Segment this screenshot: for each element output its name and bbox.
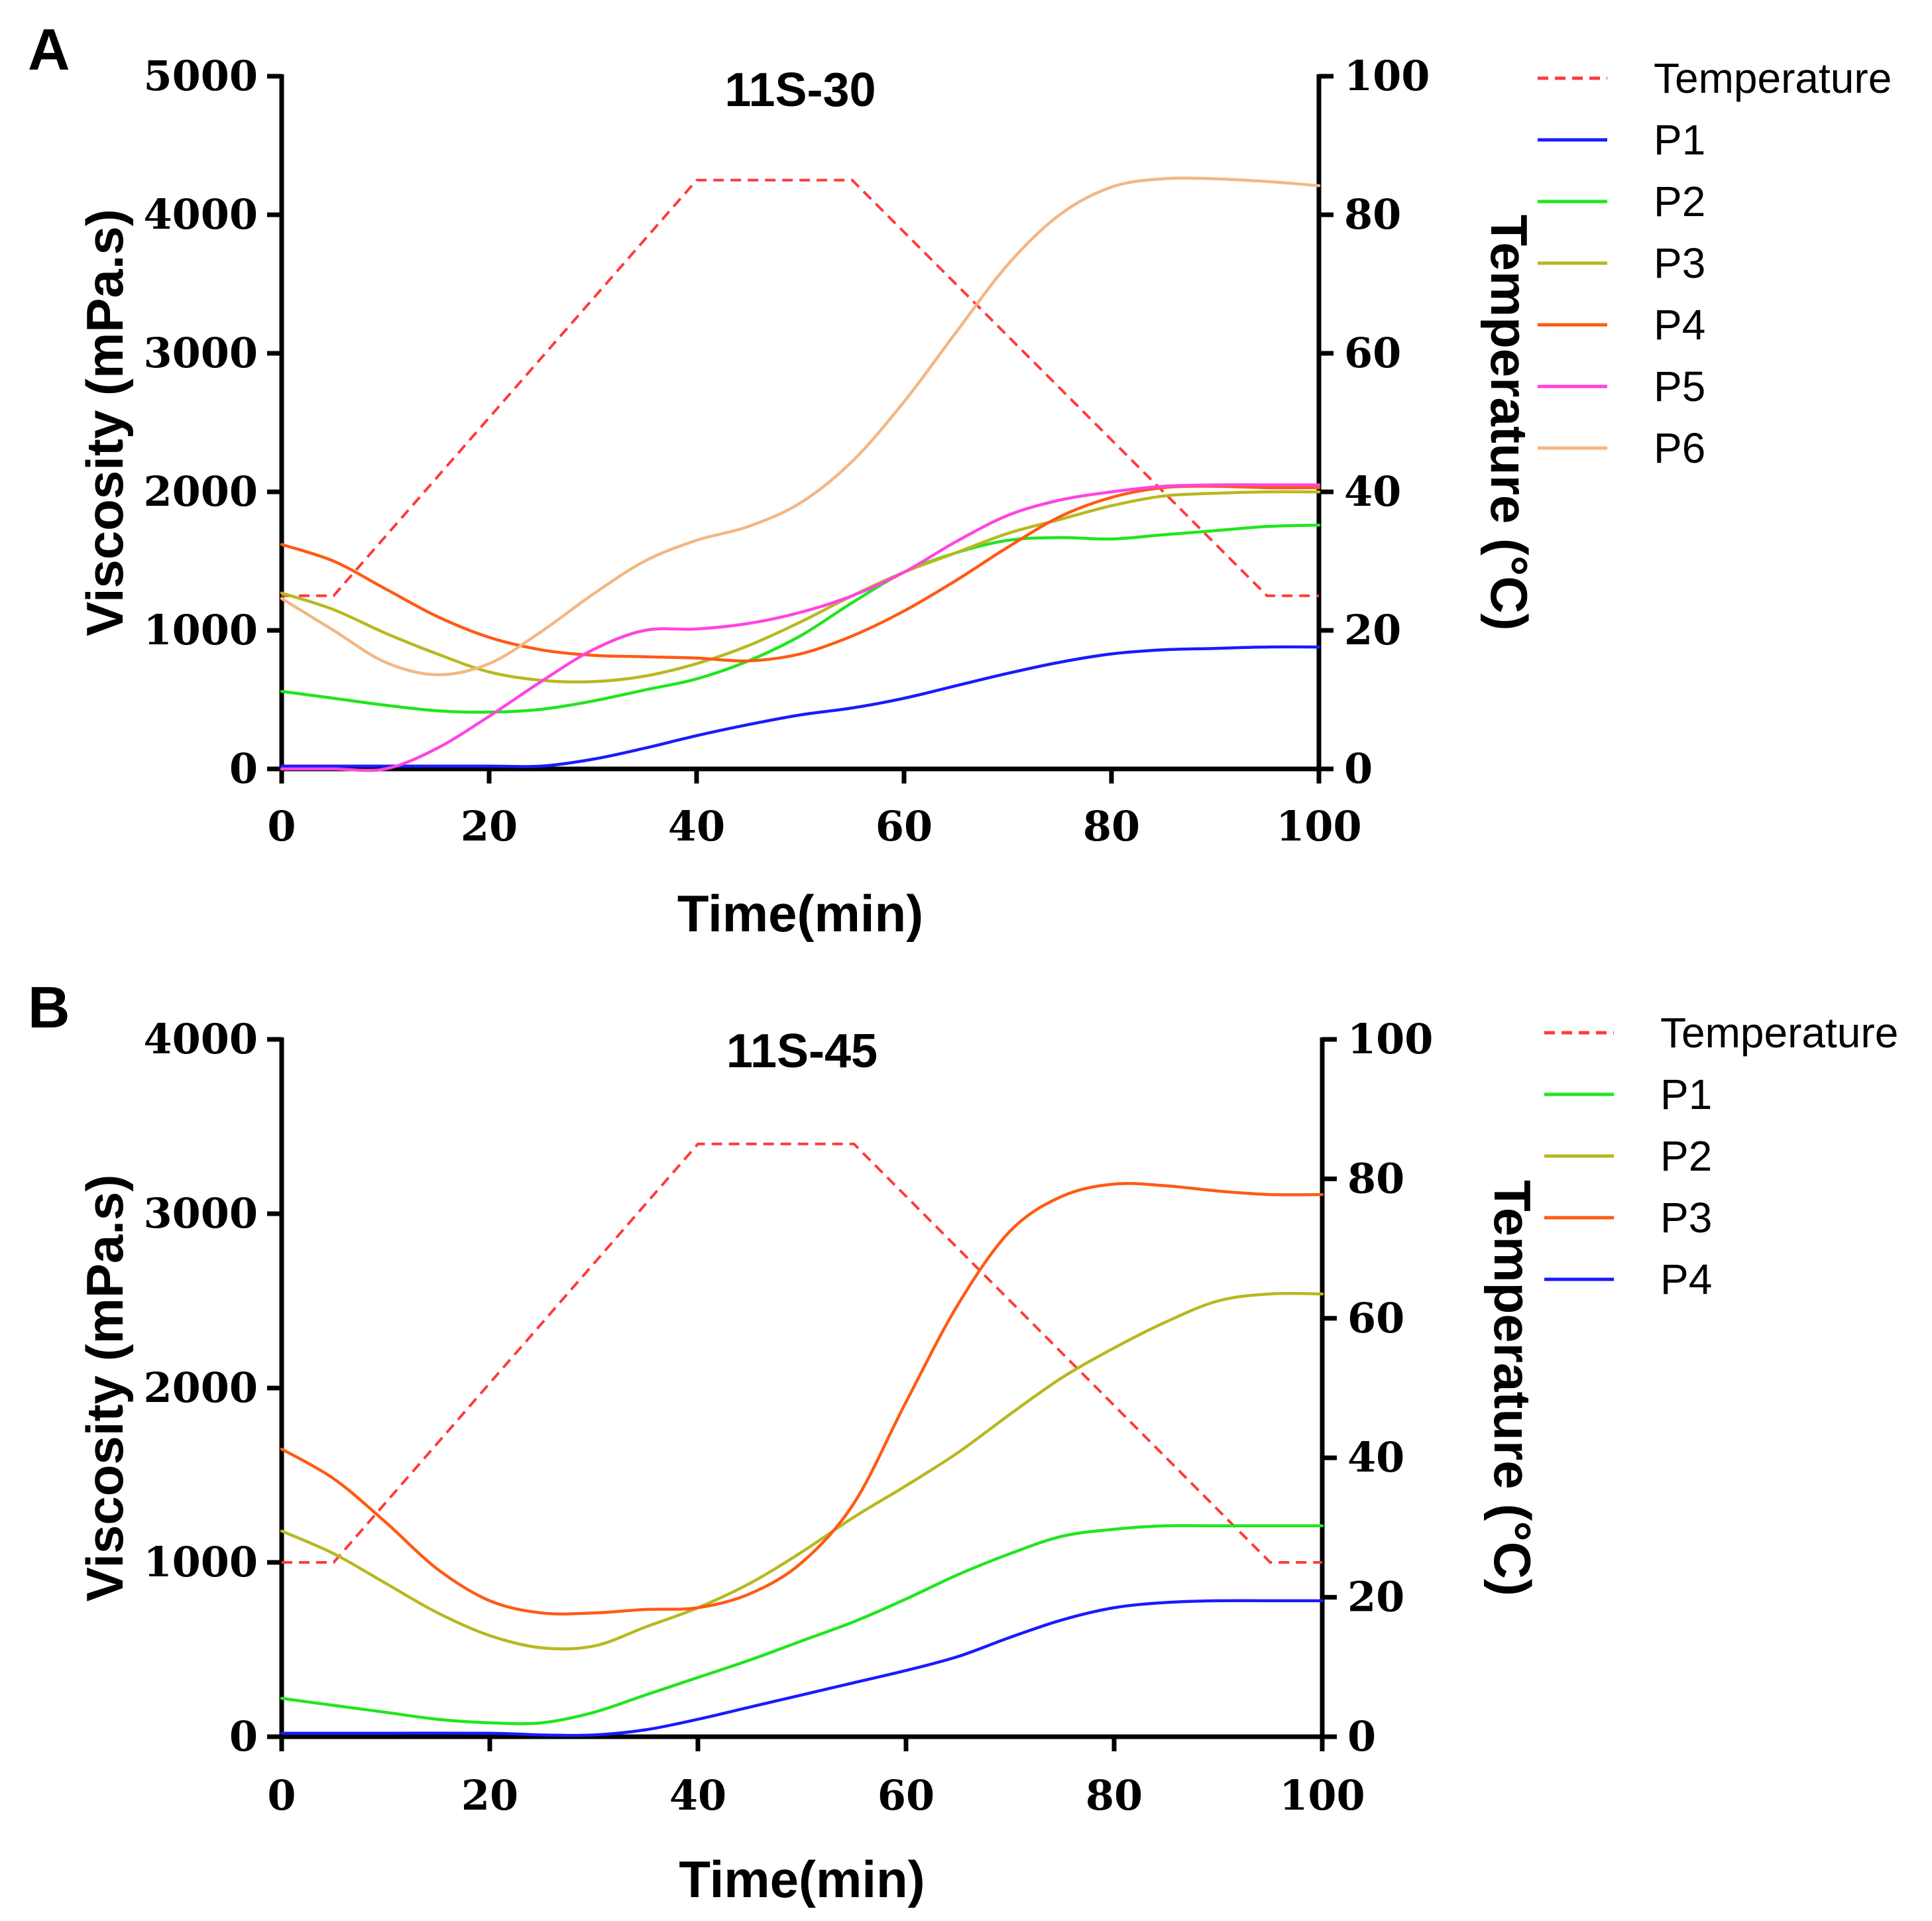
legend-label: P4	[1654, 301, 1705, 349]
y2-tick-label: 0	[1347, 1712, 1376, 1761]
legend-label: P5	[1654, 363, 1705, 410]
x-tick-label: 40	[668, 802, 725, 850]
y-tick-label: 3000	[143, 329, 258, 377]
x-tick-label: 100	[1279, 1771, 1365, 1820]
series-line-p3	[280, 490, 1321, 684]
legend-label: P2	[1660, 1132, 1712, 1180]
series-line-p2	[280, 523, 1321, 714]
y2-tick-label: 60	[1347, 1294, 1404, 1342]
y2-tick-label: 100	[1344, 52, 1430, 100]
x-tick-label: 60	[876, 802, 933, 850]
x-tick-label: 60	[878, 1771, 935, 1820]
x-axis-title: Time(min)	[679, 1850, 925, 1908]
y2-tick-label: 80	[1347, 1154, 1404, 1202]
y2-tick-label: 100	[1347, 1015, 1433, 1063]
series-line-p1	[280, 1524, 1324, 1725]
legend-label: P2	[1654, 178, 1705, 225]
series-line-p2	[280, 1291, 1324, 1651]
x-tick-label: 80	[1086, 1771, 1143, 1820]
y-tick-label: 2000	[143, 1364, 258, 1412]
y2-axis-title: Temperature (°C)	[1480, 215, 1538, 631]
temperature-line	[282, 178, 1319, 597]
y2-tick-label: 40	[1347, 1433, 1404, 1482]
chart-title: 11S-45	[726, 1025, 878, 1078]
legend-label: P6	[1654, 424, 1705, 472]
y2-axis-title: Temperature (°C)	[1483, 1180, 1542, 1596]
y2-tick-label: 20	[1347, 1573, 1404, 1621]
y-tick-label: 4000	[143, 190, 258, 239]
chart-title: 11S-30	[724, 64, 876, 117]
y-axis-title: Viscosity (mPa.s)	[76, 209, 134, 636]
x-tick-label: 40	[669, 1771, 726, 1820]
legend-label: P4	[1660, 1255, 1712, 1303]
series-line-p6	[280, 176, 1321, 677]
x-tick-label: 0	[267, 1771, 296, 1820]
series-line-p5	[280, 483, 1321, 772]
y-tick-label: 0	[229, 744, 258, 793]
y-tick-label: 3000	[143, 1189, 258, 1238]
x-axis-title: Time(min)	[677, 884, 923, 943]
x-tick-label: 20	[461, 1771, 518, 1820]
legend-label: P3	[1654, 239, 1705, 287]
temperature-line	[282, 1142, 1322, 1564]
legend-label: P1	[1654, 116, 1705, 164]
y2-tick-label: 60	[1344, 329, 1401, 377]
legend-label: Temperature	[1660, 1009, 1898, 1057]
x-tick-label: 0	[267, 802, 296, 850]
y2-tick-label: 80	[1344, 190, 1401, 239]
y-tick-label: 2000	[143, 467, 258, 516]
y-axis-title: Viscosity (mPa.s)	[76, 1175, 134, 1602]
legend-label: P1	[1660, 1071, 1712, 1118]
series-line-p4	[280, 485, 1321, 663]
y-tick-label: 4000	[143, 1015, 258, 1063]
y-tick-label: 0	[229, 1712, 258, 1761]
y-tick-label: 1000	[143, 606, 258, 654]
y2-tick-label: 20	[1344, 606, 1401, 654]
panel-letter: A	[28, 17, 70, 82]
panel-letter: B	[28, 974, 70, 1040]
series-line-p3	[280, 1182, 1324, 1616]
series-line-p1	[280, 645, 1321, 768]
x-tick-label: 80	[1083, 802, 1140, 850]
y-tick-label: 5000	[143, 52, 258, 100]
x-tick-label: 100	[1276, 802, 1361, 850]
legend-label: Temperature	[1654, 54, 1892, 102]
x-tick-label: 20	[461, 802, 518, 850]
y-tick-label: 1000	[143, 1538, 258, 1586]
legend-label: P3	[1660, 1194, 1712, 1242]
y2-tick-label: 0	[1344, 744, 1373, 793]
y2-tick-label: 40	[1344, 467, 1401, 516]
series-line-p4	[280, 1599, 1324, 1737]
